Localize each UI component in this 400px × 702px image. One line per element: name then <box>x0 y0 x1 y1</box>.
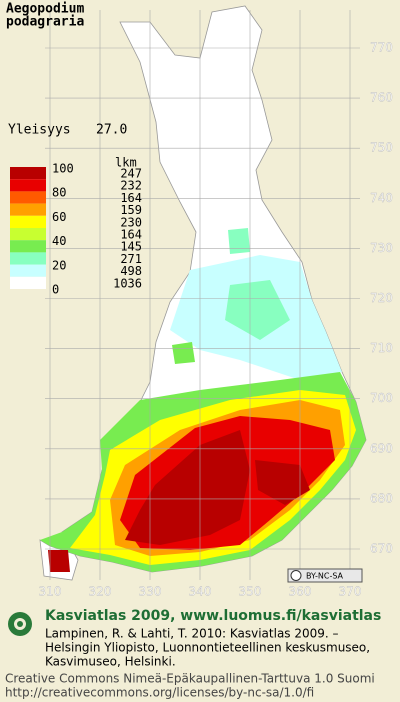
northing-label: 720 <box>370 291 393 305</box>
northing-label: 700 <box>370 391 393 405</box>
license-line: Creative Commons Nimeä-Epäkaupallinen-Ta… <box>5 672 375 686</box>
species-title: Aegopodium <box>6 2 84 17</box>
northing-label: 680 <box>370 491 393 505</box>
footer-heading: Kasviatlas 2009, www.luomus.fi/kasviatla… <box>45 608 381 624</box>
license-badge: BY-NC-SA <box>306 572 344 581</box>
frequency-value: 27.0 <box>96 123 127 138</box>
species-title: podagraria <box>6 15 84 30</box>
legend-swatch <box>10 264 46 277</box>
northing-label: 670 <box>370 542 393 556</box>
frequency-label: Yleisyys <box>8 123 71 138</box>
range-darkred <box>48 550 70 572</box>
legend-count: 145 <box>120 240 142 254</box>
citation-line: Kasvimuseo, Helsinki. <box>45 655 176 669</box>
legend-scale-label: 40 <box>52 234 66 248</box>
northing-label: 750 <box>370 141 393 155</box>
northing-label: 690 <box>370 441 393 455</box>
legend-count: 230 <box>120 215 142 229</box>
citation-line: Helsingin Yliopisto, Luonnontieteellinen… <box>45 641 370 655</box>
legend-swatch <box>10 203 46 216</box>
license-line: http://creativecommons.org/licenses/by-n… <box>5 686 314 700</box>
range-darkred <box>125 430 250 545</box>
legend-swatch <box>10 179 46 192</box>
legend-count: 271 <box>120 252 142 266</box>
range-green <box>172 342 195 364</box>
northing-label: 730 <box>370 241 393 255</box>
range-darkred <box>255 460 310 505</box>
legend-scale-label: 20 <box>52 258 66 272</box>
easting-label: 330 <box>139 585 162 599</box>
legend-scale-label: 80 <box>52 186 66 200</box>
legend-scale-label: 60 <box>52 210 66 224</box>
easting-label: 320 <box>89 585 112 599</box>
easting-label: 350 <box>239 585 262 599</box>
legend-count: 498 <box>120 264 142 278</box>
legend-count: 164 <box>120 228 142 242</box>
legend-swatch <box>10 228 46 241</box>
legend-swatch <box>10 191 46 204</box>
legend-swatch <box>10 215 46 228</box>
citation-line: Lampinen, R. & Lahti, T. 2010: Kasviatla… <box>45 627 339 641</box>
legend-swatch <box>10 167 46 180</box>
legend-swatch <box>10 252 46 265</box>
cc-icon <box>290 570 302 581</box>
legend-count: 232 <box>120 179 142 193</box>
legend-scale-label: 100 <box>52 162 74 176</box>
legend-count-header: lkm <box>115 156 137 170</box>
legend-count: 164 <box>120 191 142 205</box>
easting-label: 360 <box>289 585 312 599</box>
northing-label: 740 <box>370 191 393 205</box>
range-mint <box>225 280 290 340</box>
northing-label: 770 <box>370 41 393 55</box>
range-mint <box>228 228 250 254</box>
easting-label: 370 <box>339 585 362 599</box>
legend-swatch <box>10 240 46 253</box>
legend-swatch <box>10 276 46 289</box>
easting-label: 340 <box>189 585 212 599</box>
legend-count: 1036 <box>113 276 142 290</box>
legend-count: 247 <box>120 167 142 181</box>
grid <box>45 10 360 580</box>
northing-label: 710 <box>370 341 393 355</box>
logo-core <box>17 621 23 627</box>
northing-label: 760 <box>370 91 393 105</box>
legend-count: 159 <box>120 203 142 217</box>
easting-label: 310 <box>39 585 62 599</box>
legend-scale-label: 0 <box>52 283 59 297</box>
license-badge-box <box>287 568 363 583</box>
